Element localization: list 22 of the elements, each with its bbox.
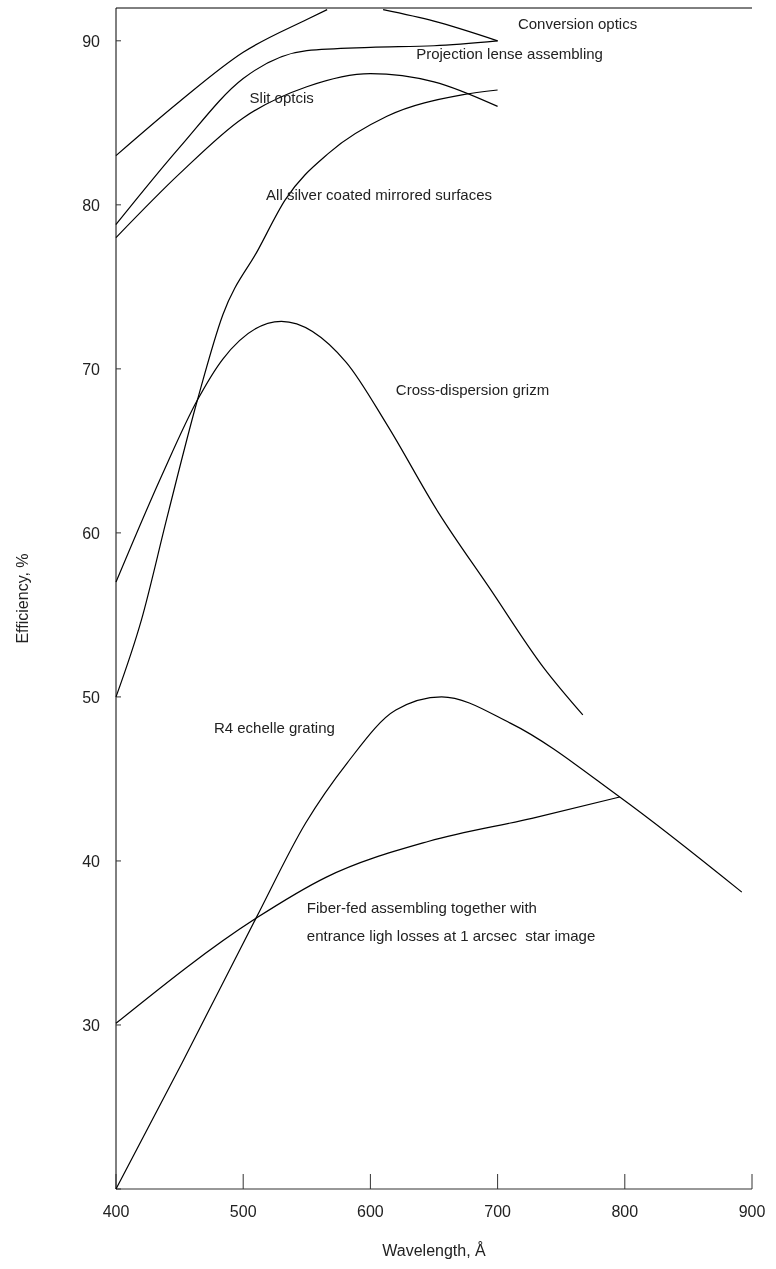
- y-tick-label: 40: [82, 852, 101, 870]
- x-tick-label: 500: [229, 1203, 257, 1220]
- x-axis-title: Wavelength, Å: [382, 1241, 487, 1259]
- y-tick-label: 80: [82, 196, 101, 214]
- y-tick-label: 90: [82, 32, 101, 50]
- x-tick-label: 800: [611, 1203, 639, 1220]
- series-label: R4 echelle grating: [213, 719, 335, 736]
- series-label: All silver coated mirrored surfaces: [266, 185, 493, 203]
- series-label: Projection lense assembling: [416, 44, 603, 62]
- y-tick-label: 50: [82, 688, 101, 706]
- series-label: Slit optcis: [249, 89, 314, 107]
- y-tick-label: 30: [82, 1016, 101, 1034]
- x-tick-label: 400: [102, 1203, 130, 1220]
- x-tick-label: 700: [484, 1203, 512, 1220]
- x-tick-label: 600: [357, 1203, 384, 1220]
- series-label: Fiber-fed assembling together with entrance ligh losses at 1 arcsec star image: [306, 899, 596, 945]
- y-tick-label: 70: [82, 360, 101, 378]
- y-axis-title: Efficiency, %: [14, 553, 31, 644]
- series-label: Cross-dispersion grizm: [395, 381, 550, 399]
- y-tick-label: 60: [82, 524, 101, 542]
- series-label: Conversion optics: [517, 15, 638, 33]
- x-tick-label: 900: [738, 1203, 766, 1220]
